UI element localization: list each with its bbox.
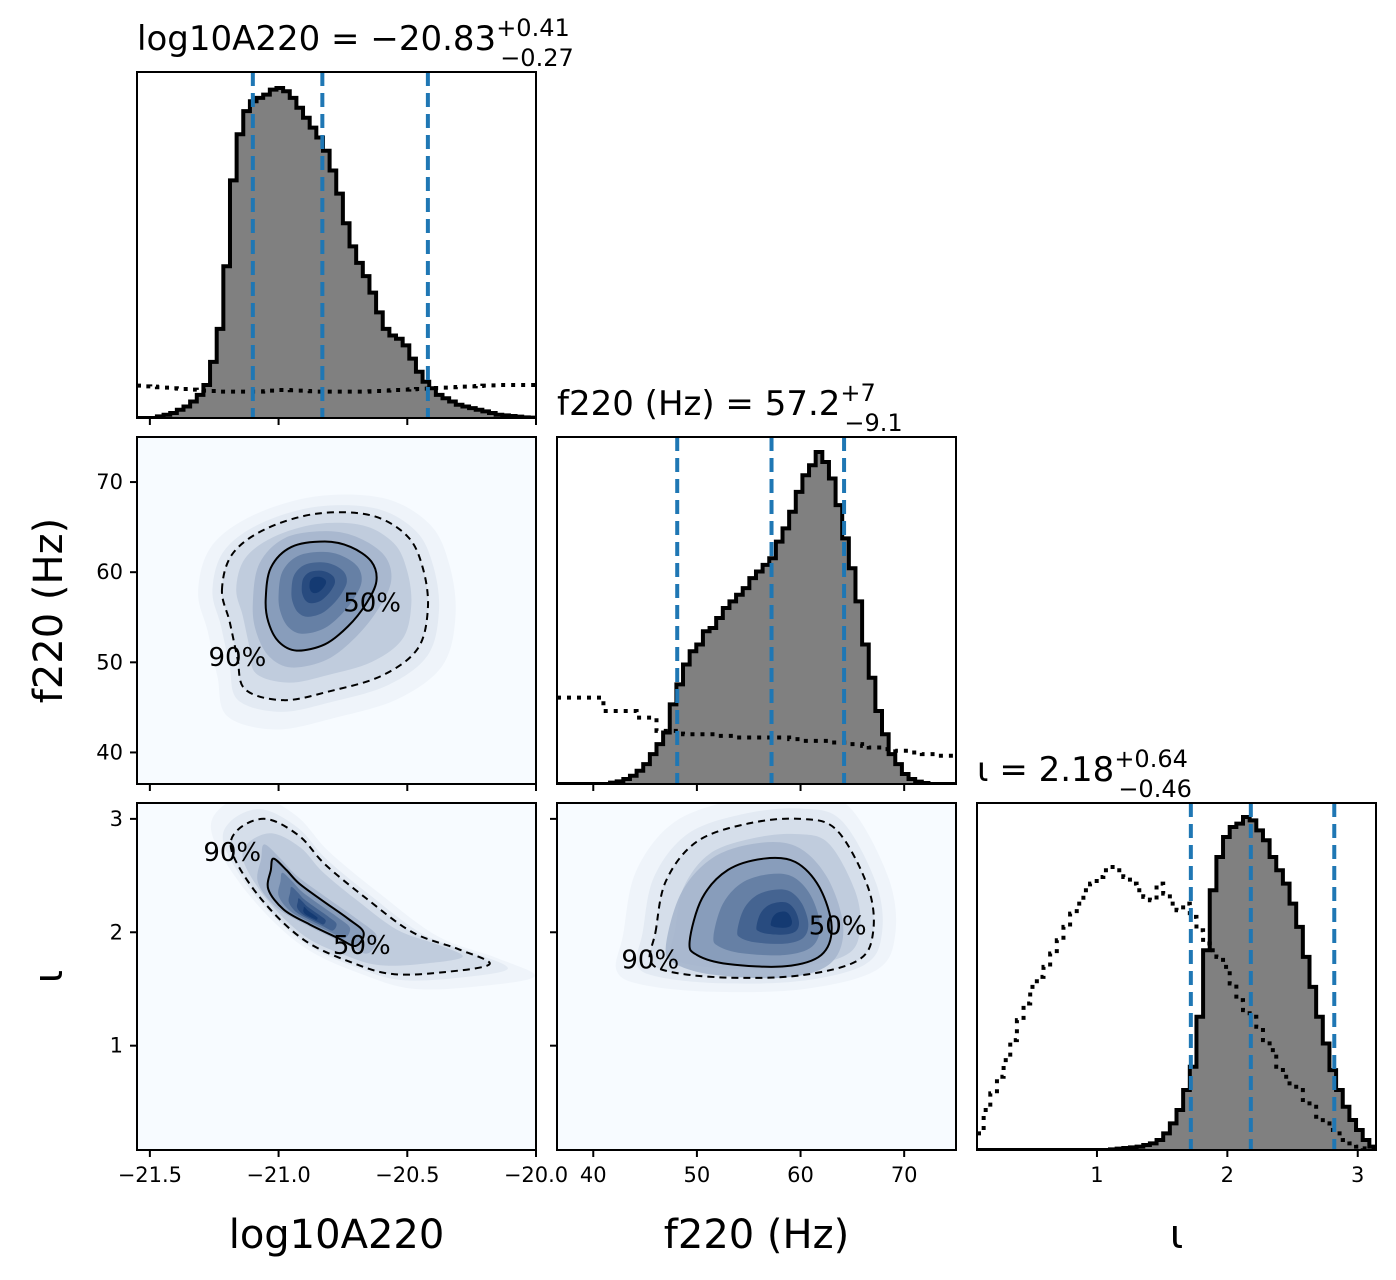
title-minus: −0.46 bbox=[1118, 775, 1192, 803]
histogram-content bbox=[977, 803, 1376, 1150]
prior-histogram-line bbox=[557, 695, 955, 758]
y-tick-label: 60 bbox=[96, 560, 123, 584]
panel-frame bbox=[976, 802, 1377, 1151]
x-tick-label: −21.5 bbox=[118, 1163, 182, 1187]
x-axis-title-log10A220: log10A220 bbox=[229, 1212, 445, 1258]
y-axis-title-f220: f220 (Hz) bbox=[26, 518, 72, 703]
contour-90 bbox=[220, 511, 430, 702]
x-tick-label: 70 bbox=[891, 1163, 918, 1187]
density-content bbox=[557, 803, 956, 1150]
histogram-content bbox=[137, 72, 536, 418]
x-tick-label: −20.5 bbox=[375, 1163, 439, 1187]
y-axis-title-iota: ι bbox=[26, 970, 72, 984]
density-layer-8 bbox=[296, 898, 326, 925]
posterior-histogram-edge bbox=[137, 86, 536, 418]
density-content bbox=[137, 437, 536, 784]
title-value: ι = 2.18 bbox=[977, 750, 1114, 790]
posterior-histogram-fill bbox=[557, 452, 955, 784]
title-plus: +0.41 bbox=[496, 14, 570, 42]
y-tick-label: 40 bbox=[96, 740, 123, 764]
density-layer-3 bbox=[242, 833, 463, 966]
density-layer-9 bbox=[309, 576, 327, 594]
x-tick-label: 2 bbox=[1221, 1163, 1234, 1187]
x-tick-label: −21.0 bbox=[246, 1163, 310, 1187]
prior-histogram-line bbox=[137, 383, 536, 394]
title-value: f220 (Hz) = 57.2 bbox=[557, 384, 840, 424]
panel-frame bbox=[136, 436, 537, 785]
x-axis-title-f220: f220 (Hz) bbox=[664, 1212, 849, 1258]
posterior-histogram-fill bbox=[977, 817, 1376, 1150]
y-tick-label: 3 bbox=[110, 807, 123, 831]
contour-label-50: 50% bbox=[343, 589, 401, 619]
contour-90 bbox=[648, 817, 875, 979]
panel-frame bbox=[136, 802, 537, 1151]
histogram-content bbox=[557, 437, 955, 784]
title-plus: +7 bbox=[840, 379, 875, 407]
panel-title: log10A220 = −20.83+0.41 bbox=[137, 14, 570, 59]
x-tick-label: −20.0 bbox=[504, 1163, 568, 1187]
posterior-histogram-edge bbox=[977, 815, 1376, 1150]
prior-histogram-line bbox=[977, 864, 1376, 1150]
y-tick-label: 2 bbox=[110, 920, 123, 944]
panel-title: ι = 2.18+0.64 bbox=[977, 745, 1188, 790]
contour-label-50: 50% bbox=[333, 931, 391, 961]
contour-label-90: 90% bbox=[621, 946, 679, 976]
density-layer-9 bbox=[770, 911, 792, 928]
histogram-panel-f220: f220 (Hz) = 57.2+7−9.1 bbox=[556, 379, 957, 785]
contour-50 bbox=[266, 857, 365, 947]
panel-title: f220 (Hz) = 57.2+7 bbox=[557, 379, 876, 424]
title-plus: +0.64 bbox=[1114, 745, 1188, 773]
x-tick-label: 40 bbox=[580, 1163, 607, 1187]
density-content bbox=[137, 803, 536, 1150]
posterior-histogram-fill bbox=[137, 88, 536, 418]
panel-frame bbox=[556, 802, 957, 1151]
y-tick-label: 50 bbox=[96, 650, 123, 674]
panel-frame bbox=[556, 436, 957, 785]
y-tick-label: 70 bbox=[96, 470, 123, 494]
x-tick-label: 1 bbox=[1090, 1163, 1103, 1187]
x-tick-label: 60 bbox=[787, 1163, 814, 1187]
histogram-panel-log10A220: log10A220 = −20.83+0.41−0.27 bbox=[136, 14, 574, 419]
histogram-panel-iota: ι = 2.18+0.64−0.46 bbox=[976, 745, 1377, 1151]
x-tick-label: 50 bbox=[684, 1163, 711, 1187]
contour-label-90: 90% bbox=[203, 838, 261, 868]
panel-frame bbox=[136, 71, 537, 419]
joint-panel-log10A220-iota: 90% 50% bbox=[136, 802, 537, 1151]
x-tick-label: 3 bbox=[1351, 1163, 1364, 1187]
x-axis-title-iota: ι bbox=[1170, 1212, 1184, 1258]
contour-50 bbox=[688, 856, 833, 968]
contour-label-90: 90% bbox=[208, 643, 266, 673]
density-layer-9 bbox=[303, 906, 318, 920]
contour-90 bbox=[229, 817, 491, 976]
contour-label-50: 50% bbox=[809, 912, 867, 942]
title-value: log10A220 = −20.83 bbox=[137, 19, 496, 59]
title-minus: −9.1 bbox=[844, 409, 902, 437]
posterior-histogram-edge bbox=[557, 450, 955, 784]
y-tick-label: 1 bbox=[110, 1034, 123, 1058]
title-minus: −0.27 bbox=[500, 44, 574, 72]
joint-panel-log10A220-f220: 90% 50% bbox=[136, 436, 537, 785]
joint-panel-f220-iota: 90% 50% bbox=[556, 802, 957, 1151]
contour-50 bbox=[264, 540, 378, 652]
